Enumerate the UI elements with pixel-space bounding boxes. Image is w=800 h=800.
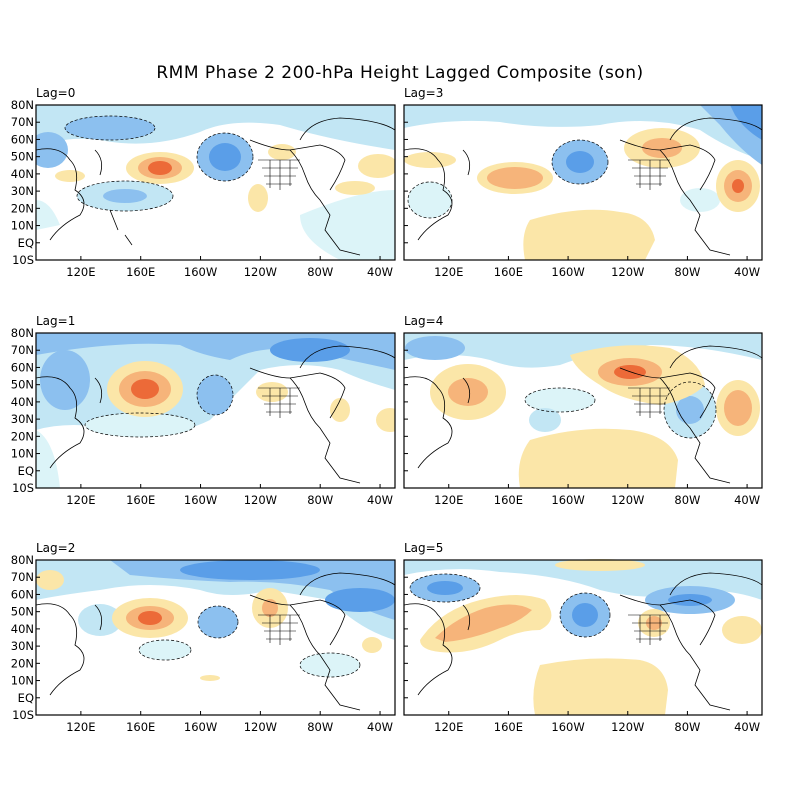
lat-label: 20N xyxy=(11,429,34,443)
lat-label: 40N xyxy=(11,622,34,636)
lat-label: 70N xyxy=(11,343,34,357)
lon-label: 40W xyxy=(734,720,760,734)
panel-label-lag4: Lag=4 xyxy=(404,314,443,328)
lon-label: 160W xyxy=(184,720,217,734)
panel-label-lag1: Lag=1 xyxy=(36,314,75,328)
lon-label: 40W xyxy=(734,265,760,279)
lon-label: 160E xyxy=(494,265,523,279)
lon-label: 160E xyxy=(494,720,523,734)
lat-label: 50N xyxy=(11,150,34,164)
lon-label: 120W xyxy=(611,720,644,734)
lat-label: 30N xyxy=(11,412,34,426)
lat-label: EQ xyxy=(18,691,34,705)
lon-label: 80W xyxy=(674,493,700,507)
lon-label: 80W xyxy=(674,265,700,279)
lat-label: 60N xyxy=(11,587,34,601)
lon-label: 80W xyxy=(307,720,333,734)
lon-label: 120E xyxy=(434,720,463,734)
lon-label: 120W xyxy=(244,720,277,734)
panel-label-lag2: Lag=2 xyxy=(36,541,75,555)
lon-label: 160W xyxy=(184,493,217,507)
lat-label: 10N xyxy=(11,447,34,461)
lon-label: 40W xyxy=(367,720,393,734)
lat-label: 80N xyxy=(11,326,34,340)
panel-label-lag5: Lag=5 xyxy=(404,541,443,555)
lon-label: 120W xyxy=(244,265,277,279)
lon-label: 40W xyxy=(367,265,393,279)
lon-label: 160E xyxy=(494,493,523,507)
lat-label: 50N xyxy=(11,378,34,392)
lon-label: 120E xyxy=(66,493,95,507)
figure-title: RMM Phase 2 200-hPa Height Lagged Compos… xyxy=(156,63,643,83)
lon-label: 160E xyxy=(126,493,155,507)
lat-label: 20N xyxy=(11,201,34,215)
panel-lag4: Lag=4 xyxy=(403,314,763,489)
lat-label: 30N xyxy=(11,639,34,653)
anomaly-fields-lag2 xyxy=(36,560,395,715)
lon-label: 120E xyxy=(434,493,463,507)
anomaly-fields-lag5 xyxy=(404,559,762,715)
lon-label: 160W xyxy=(551,720,584,734)
anomaly-fields-lag1 xyxy=(36,333,395,488)
lon-label: 120E xyxy=(66,265,95,279)
lat-label: 10N xyxy=(11,674,34,688)
lat-label: 80N xyxy=(11,98,34,112)
panel-label-lag3: Lag=3 xyxy=(404,86,443,100)
lon-label: 120W xyxy=(244,493,277,507)
lon-label: 120W xyxy=(611,265,644,279)
panel-lag5: Lag=5 xyxy=(403,541,763,716)
lat-label: 30N xyxy=(11,184,34,198)
lon-label: 120W xyxy=(611,493,644,507)
lat-label: 10S xyxy=(12,708,34,722)
panel-label-lag0: Lag=0 xyxy=(36,86,75,100)
lon-label: 80W xyxy=(307,493,333,507)
lon-label: 160W xyxy=(551,493,584,507)
lat-label: 10S xyxy=(12,253,34,267)
lat-label: 40N xyxy=(11,167,34,181)
lat-label: 60N xyxy=(11,132,34,146)
lon-label: 80W xyxy=(674,720,700,734)
lat-label: 20N xyxy=(11,656,34,670)
lon-label: 80W xyxy=(307,265,333,279)
lat-label: 80N xyxy=(11,553,34,567)
lat-label: 60N xyxy=(11,360,34,374)
lat-label: 10N xyxy=(11,219,34,233)
panel-lag2: Lag=2 xyxy=(35,541,396,716)
lat-label: EQ xyxy=(18,236,34,250)
anomaly-fields-lag0 xyxy=(36,105,395,260)
panel-lag0: Lag=0 xyxy=(35,86,396,261)
lon-label: 160W xyxy=(184,265,217,279)
lat-label: EQ xyxy=(18,464,34,478)
lon-label: 120E xyxy=(434,265,463,279)
panel-lag3: Lag=3 xyxy=(403,86,763,261)
lat-label: 50N xyxy=(11,605,34,619)
lon-label: 160E xyxy=(126,265,155,279)
anomaly-fields-lag3 xyxy=(404,105,762,260)
lat-label: 10S xyxy=(12,481,34,495)
lon-label: 40W xyxy=(734,493,760,507)
anomaly-fields-lag4 xyxy=(404,333,762,488)
lat-label: 70N xyxy=(11,570,34,584)
lat-label: 40N xyxy=(11,395,34,409)
axes-layer: 80N 70N 60N 50N 40N 30N 20N 10N EQ 10S 120E 160E 160… xyxy=(11,98,760,734)
lon-label: 40W xyxy=(367,493,393,507)
lon-label: 160E xyxy=(126,720,155,734)
panel-lag1: Lag=1 xyxy=(35,314,396,489)
lat-label: 70N xyxy=(11,115,34,129)
lon-label: 120E xyxy=(66,720,95,734)
lon-label: 160W xyxy=(551,265,584,279)
